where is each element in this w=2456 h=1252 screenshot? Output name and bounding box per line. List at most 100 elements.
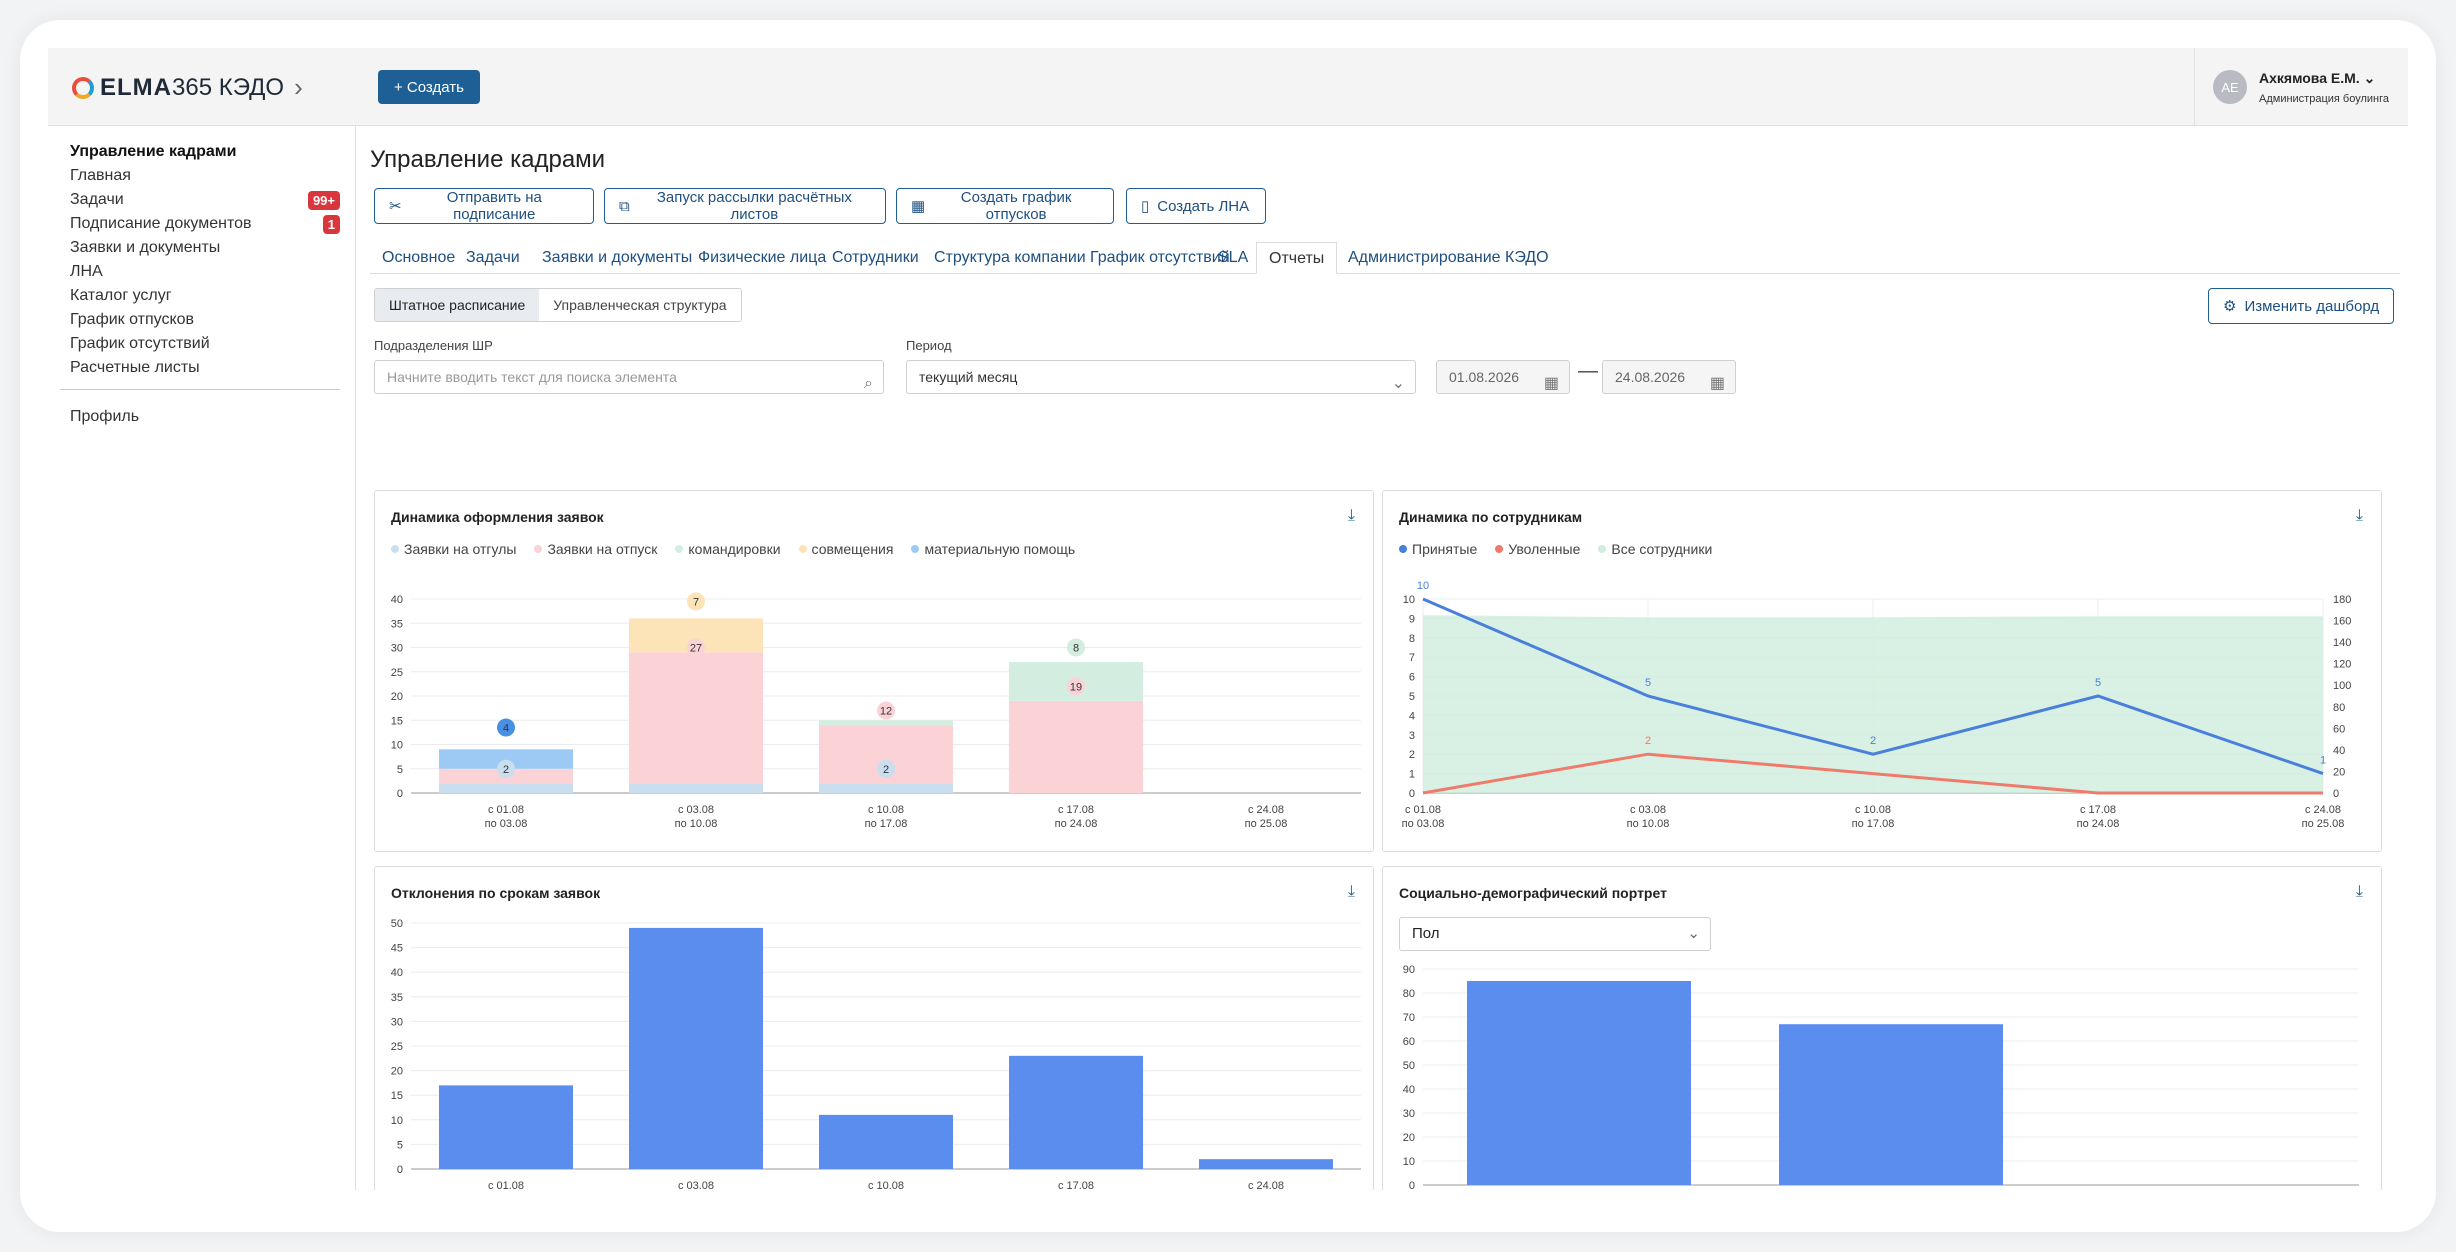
- data-label: 1: [2320, 755, 2326, 767]
- legend-item[interactable]: Уволенные: [1495, 541, 1580, 557]
- app: ELMA365 КЭДО › + Создать AE Ахкямова Е.М…: [48, 48, 2408, 1190]
- x-tick-label: по 10.08: [1627, 818, 1670, 830]
- y-tick-label: 40: [391, 594, 403, 606]
- date-from-input[interactable]: 01.08.2026 ▦: [1436, 360, 1570, 394]
- download-icon[interactable]: ⤓: [1347, 507, 1355, 524]
- deadline-deviation-card: Отклонения по срокам заявок ⤓ 0 5 10 15 20 25…: [374, 866, 1374, 1190]
- chevron-right-icon: ›: [294, 72, 303, 102]
- x-tick-label: с 17.08: [1058, 1180, 1094, 1190]
- data-label-bubble: [877, 759, 895, 778]
- payslip-mailing-button[interactable]: ⧉ Запуск рассылки расчётных листов: [604, 188, 886, 224]
- data-label: 5: [2095, 677, 2101, 689]
- tab-absences[interactable]: График отсутствий: [1090, 249, 1230, 266]
- y-tick-label: 10: [391, 1115, 403, 1127]
- legend-label: Заявки на отгулы: [404, 541, 517, 557]
- x-tick-label: с 01.08: [1405, 804, 1441, 816]
- create-button[interactable]: + Создать: [378, 70, 480, 104]
- tab-tasks[interactable]: Задачи: [466, 249, 520, 266]
- legend-dot: [534, 545, 543, 553]
- bar-segment: [819, 783, 953, 793]
- data-label: 2: [1870, 735, 1876, 747]
- x-tick-label: с 03.08: [1630, 804, 1666, 816]
- data-label-bubble: [687, 592, 705, 611]
- legend-label: Заявки на отпуск: [547, 541, 658, 557]
- legend-item[interactable]: материальную помощь: [911, 541, 1075, 557]
- y-tick-label: 4: [1409, 710, 1415, 722]
- tab-employees[interactable]: Сотрудники: [832, 249, 919, 266]
- user-menu[interactable]: AE Ахкямова Е.М. ⌄ Администрация боулинг…: [2194, 48, 2408, 126]
- date-to-input[interactable]: 24.08.2026 ▦: [1602, 360, 1736, 394]
- data-label: 2: [503, 764, 509, 776]
- legend-item[interactable]: совмещения: [798, 541, 894, 557]
- legend-item[interactable]: Заявки на отпуск: [534, 541, 657, 557]
- page-title: Управление кадрами: [370, 146, 606, 173]
- tab-main[interactable]: Основное: [382, 249, 456, 266]
- legend-item[interactable]: командировки: [675, 541, 781, 557]
- division-label: Подразделения ШР: [374, 338, 493, 353]
- sidebar-item-signing[interactable]: Подписание документов 1: [70, 215, 340, 237]
- requests-dynamics-card: Динамика оформления заявок ⤓ Заявки на о…: [374, 490, 1374, 852]
- chevron-down-icon: ⌄: [1687, 925, 1700, 942]
- calendar-icon: ▦: [1709, 375, 1725, 392]
- sidebar-item-home[interactable]: Главная: [70, 167, 340, 189]
- y-tick-label: 80: [1403, 988, 1415, 1000]
- legend-item[interactable]: Принятые: [1399, 541, 1477, 557]
- tab-sla[interactable]: SLA: [1218, 249, 1249, 266]
- tab-structure[interactable]: Структура компании: [934, 249, 1086, 266]
- sidebar-item-vacations[interactable]: График отпусков: [70, 311, 340, 333]
- edit-dashboard-button[interactable]: ⚙ Изменить дашборд: [2208, 288, 2395, 324]
- sidebar-item-lna[interactable]: ЛНА: [70, 263, 340, 285]
- logo-icon: [72, 76, 94, 99]
- logo[interactable]: ELMA365 КЭДО ›: [72, 72, 303, 103]
- chevron-down-icon: ⌄: [2363, 69, 2376, 86]
- y-tick-label: 50: [1403, 1060, 1415, 1072]
- download-icon[interactable]: ⤓: [2355, 507, 2363, 524]
- period-select[interactable]: текущий месяц ⌄: [906, 360, 1416, 394]
- x-tick-label: с 10.08: [868, 1180, 904, 1190]
- legend-item[interactable]: Заявки на отгулы: [391, 541, 516, 557]
- download-icon[interactable]: ⤓: [2355, 883, 2363, 900]
- top-bar: ELMA365 КЭДО › + Создать AE Ахкямова Е.М…: [48, 48, 2408, 126]
- y-tick-label: 20: [1403, 1132, 1415, 1144]
- data-label: 7: [693, 596, 699, 608]
- create-vacation-schedule-button[interactable]: ▦ Создать график отпусков: [896, 188, 1114, 224]
- sidebar-item-payslips[interactable]: Расчетные листы: [70, 359, 340, 381]
- legend-dot: [1399, 545, 1407, 553]
- segmented-control: Штатное расписание Управленческая структ…: [374, 288, 742, 322]
- y-tick-label: 5: [397, 1139, 403, 1151]
- data-label-bubble: [687, 638, 705, 657]
- sidebar-item-absences[interactable]: График отсутствий: [70, 335, 340, 357]
- sidebar-item-label: Управление кадрами: [70, 143, 237, 160]
- tab-requests[interactable]: Заявки и документы: [542, 249, 693, 266]
- x-tick-label: с 01.08: [488, 1180, 524, 1190]
- demographic-select[interactable]: Пол ⌄: [1399, 917, 1711, 951]
- tab-individuals[interactable]: Физические лица: [698, 249, 827, 266]
- chevron-down-icon: ⌄: [1391, 375, 1405, 392]
- sidebar-item-catalog[interactable]: Каталог услуг: [70, 287, 340, 309]
- segment-staffing[interactable]: Штатное расписание: [375, 289, 540, 321]
- y2-tick-label: 80: [2333, 702, 2345, 714]
- sidebar-item-label: Задачи: [70, 191, 124, 208]
- sidebar-item-profile[interactable]: Профиль: [70, 408, 340, 430]
- tab-admin[interactable]: Администрирование КЭДО: [1348, 249, 1549, 266]
- avatar: AE: [2213, 70, 2247, 104]
- segment-management[interactable]: Управленческая структура: [539, 289, 741, 321]
- sidebar-item-requests[interactable]: Заявки и документы: [70, 239, 340, 261]
- tab-reports[interactable]: Отчеты: [1256, 242, 1338, 274]
- send-for-signing-button[interactable]: ✂ Отправить на подписание: [374, 188, 594, 224]
- legend-item[interactable]: Все сотрудники: [1598, 541, 1712, 557]
- data-label-bubble: [1067, 638, 1085, 657]
- create-lna-button[interactable]: ▯ Создать ЛНА: [1126, 188, 1266, 224]
- sidebar-item-hr[interactable]: Управление кадрами: [70, 143, 340, 165]
- x-tick-label: по 24.08: [2077, 818, 2120, 830]
- download-icon[interactable]: ⤓: [1347, 883, 1355, 900]
- division-search-input[interactable]: Начните вводить текст для поиска элемент…: [374, 360, 884, 394]
- legend-label: совмещения: [811, 541, 894, 557]
- y-tick-label: 0: [1409, 1180, 1415, 1190]
- sidebar-item-tasks[interactable]: Задачи 99+: [70, 191, 340, 213]
- y-tick-label: 20: [391, 1066, 403, 1078]
- legend-label: Уволенные: [1508, 541, 1581, 557]
- sidebar-item-label: Расчетные листы: [70, 359, 200, 376]
- legend-dot: [1598, 545, 1607, 553]
